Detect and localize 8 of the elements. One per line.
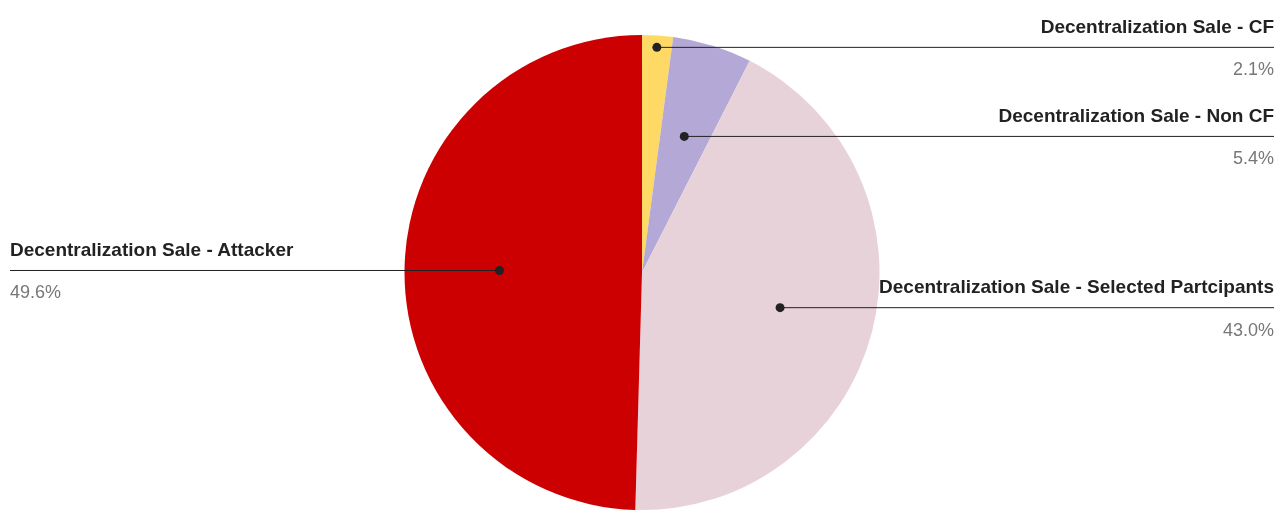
- slice-label: Decentralization Sale - Selected Partcipants: [879, 276, 1274, 298]
- data-label: 43.0%: [1222, 319, 1274, 340]
- data-label: 49.6%: [10, 282, 62, 303]
- slice-label: Decentralization Sale - CF: [1040, 16, 1274, 38]
- data-label: 5.4%: [1232, 148, 1274, 169]
- data-label: 2.1%: [1232, 59, 1274, 80]
- slice-label: Decentralization Sale - Non CF: [998, 105, 1274, 127]
- slice-label: Decentralization Sale - Attacker: [10, 239, 294, 261]
